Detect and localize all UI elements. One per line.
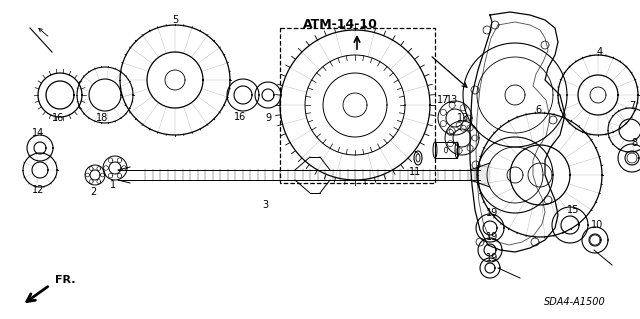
Text: 13: 13 xyxy=(446,95,458,105)
Text: 16: 16 xyxy=(52,113,64,123)
Text: 14: 14 xyxy=(32,128,44,138)
Text: 17: 17 xyxy=(437,95,449,105)
Text: 5: 5 xyxy=(172,15,178,25)
Text: FR.: FR. xyxy=(55,275,76,285)
Text: 8: 8 xyxy=(631,138,637,148)
Bar xyxy=(280,28,435,183)
Text: 1: 1 xyxy=(110,180,116,190)
Text: 16: 16 xyxy=(234,112,246,122)
Text: 3: 3 xyxy=(262,200,268,210)
Text: 15: 15 xyxy=(567,205,579,215)
Text: 7: 7 xyxy=(629,101,635,111)
Text: 19: 19 xyxy=(486,208,498,218)
Text: 11: 11 xyxy=(409,167,421,177)
Text: SDA4-A1500: SDA4-A1500 xyxy=(544,297,606,307)
Polygon shape xyxy=(470,163,490,187)
Text: 4: 4 xyxy=(597,47,603,57)
Text: 12: 12 xyxy=(32,185,44,195)
Text: 10: 10 xyxy=(591,220,603,230)
Text: 13: 13 xyxy=(457,113,469,123)
Text: ATM-14-10: ATM-14-10 xyxy=(303,18,378,31)
Text: 6: 6 xyxy=(535,105,541,115)
Text: 19: 19 xyxy=(486,253,498,263)
Text: 2: 2 xyxy=(90,187,96,197)
Text: 19: 19 xyxy=(486,232,498,242)
Text: 18: 18 xyxy=(96,113,108,123)
Text: 9: 9 xyxy=(265,113,271,123)
